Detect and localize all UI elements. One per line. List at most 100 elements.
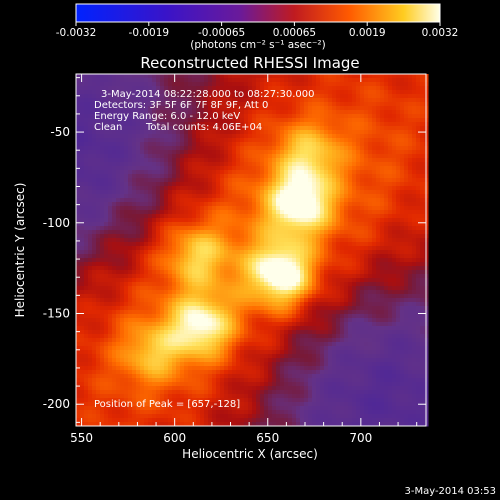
heatmap-cell: [248, 186, 253, 191]
heatmap-cell: [200, 246, 205, 251]
heatmap-cell: [188, 202, 193, 207]
heatmap-cell: [232, 282, 237, 287]
heatmap-cell: [348, 118, 353, 123]
heatmap-cell: [340, 162, 345, 167]
heatmap-cell: [240, 222, 245, 227]
heatmap-cell: [364, 130, 369, 135]
heatmap-cell: [304, 202, 309, 207]
heatmap-cell: [76, 186, 81, 191]
heatmap-cell: [232, 106, 237, 111]
heatmap-cell: [212, 254, 217, 259]
heatmap-cell: [324, 166, 329, 171]
heatmap-cell: [172, 86, 177, 91]
heatmap-cell: [352, 242, 357, 247]
heatmap-cell: [320, 154, 325, 159]
heatmap-cell: [412, 86, 417, 91]
heatmap-cell: [320, 158, 325, 163]
heatmap-cell: [388, 186, 393, 191]
heatmap-cell: [104, 154, 109, 159]
heatmap-cell: [256, 254, 261, 259]
heatmap-cell: [220, 230, 225, 235]
heatmap-cell: [268, 74, 273, 79]
heatmap-cell: [272, 182, 277, 187]
heatmap-cell: [252, 270, 257, 275]
heatmap-cell: [348, 234, 353, 239]
heatmap-cell: [128, 226, 133, 231]
heatmap-cell: [396, 134, 401, 139]
heatmap-cell: [340, 222, 345, 227]
heatmap-cell: [200, 150, 205, 155]
heatmap-cell: [412, 78, 417, 83]
heatmap-cell: [276, 74, 281, 79]
heatmap-cell: [188, 230, 193, 235]
heatmap-cell: [204, 214, 209, 219]
heatmap-cell: [104, 246, 109, 251]
heatmap-cell: [184, 86, 189, 91]
heatmap-cell: [224, 138, 229, 143]
heatmap-cell: [132, 278, 137, 283]
heatmap-cell: [244, 206, 249, 211]
heatmap-cell: [204, 186, 209, 191]
heatmap-cell: [252, 222, 257, 227]
heatmap-cell: [300, 122, 305, 127]
heatmap-cell: [260, 294, 265, 299]
heatmap-cell: [396, 118, 401, 123]
heatmap-cell: [136, 78, 141, 83]
heatmap-cell: [212, 170, 217, 175]
heatmap-cell: [376, 278, 381, 283]
heatmap-cell: [348, 166, 353, 171]
heatmap-cell: [280, 178, 285, 183]
heatmap-cell: [324, 290, 329, 295]
heatmap-cell: [240, 190, 245, 195]
heatmap-cell: [272, 106, 277, 111]
heatmap-cell: [416, 118, 421, 123]
heatmap-cell: [184, 234, 189, 239]
heatmap-cell: [344, 254, 349, 259]
heatmap-cell: [172, 254, 177, 259]
heatmap-cell: [176, 142, 181, 147]
heatmap-cell: [272, 118, 277, 123]
heatmap-cell: [228, 258, 233, 263]
heatmap-cell: [192, 202, 197, 207]
heatmap-cell: [124, 174, 129, 179]
heatmap-cell: [188, 170, 193, 175]
heatmap-cell: [312, 234, 317, 239]
heatmap-cell: [352, 190, 357, 195]
heatmap-cell: [364, 90, 369, 95]
heatmap-cell: [84, 294, 89, 299]
heatmap-cell: [204, 170, 209, 175]
heatmap-cell: [264, 94, 269, 99]
heatmap-cell: [260, 278, 265, 283]
heatmap-cell: [232, 170, 237, 175]
heatmap-cell: [88, 238, 93, 243]
heatmap-cell: [180, 110, 185, 115]
heatmap-cell: [288, 114, 293, 119]
heatmap-cell: [384, 82, 389, 87]
heatmap-cell: [92, 90, 97, 95]
heatmap-cell: [92, 298, 97, 303]
heatmap-cell: [228, 202, 233, 207]
heatmap-cell: [224, 282, 229, 287]
heatmap-cell: [184, 126, 189, 131]
heatmap-cell: [236, 282, 241, 287]
heatmap-cell: [408, 174, 413, 179]
heatmap-cell: [88, 190, 93, 195]
heatmap-cell: [180, 94, 185, 99]
heatmap-cell: [136, 246, 141, 251]
heatmap-cell: [156, 170, 161, 175]
heatmap-cell: [196, 190, 201, 195]
heatmap-cell: [172, 222, 177, 227]
heatmap-cell: [148, 122, 153, 127]
heatmap-cell: [144, 266, 149, 271]
heatmap-cell: [192, 114, 197, 119]
heatmap-cell: [320, 238, 325, 243]
heatmap-cell: [348, 198, 353, 203]
heatmap-cell: [76, 262, 81, 267]
heatmap-cell: [312, 258, 317, 263]
heatmap-cell: [196, 74, 201, 79]
heatmap-cell: [280, 134, 285, 139]
heatmap-cell: [220, 158, 225, 163]
heatmap-cell: [356, 114, 361, 119]
heatmap-cell: [284, 158, 289, 163]
heatmap-cell: [268, 282, 273, 287]
